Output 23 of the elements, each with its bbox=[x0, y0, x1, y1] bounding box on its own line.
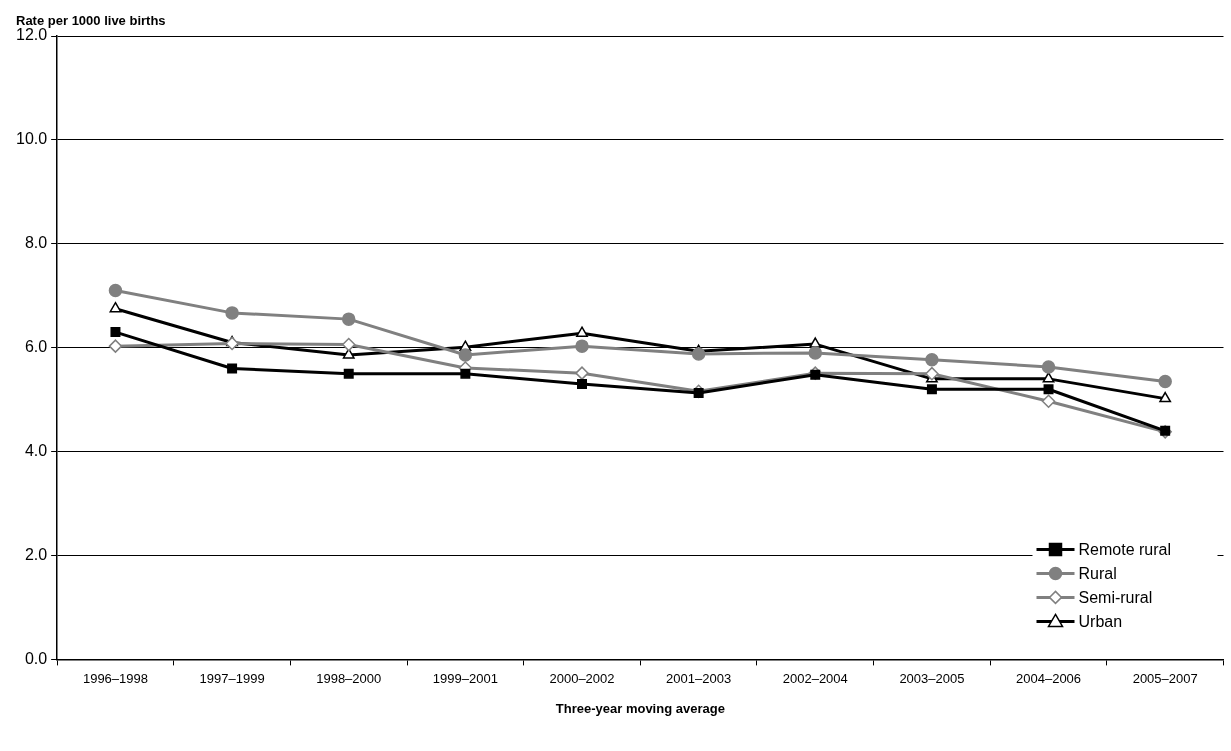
y-tick-label: 4.0 bbox=[24, 442, 48, 460]
x-tick-label: 1996–1998 bbox=[82, 670, 148, 686]
y-tick-label: 2.0 bbox=[24, 545, 48, 563]
y-axis-title: Rate per 1000 live births bbox=[16, 13, 166, 29]
x-tick-label: 2002–2004 bbox=[782, 670, 848, 686]
x-tick-label: 2005–2007 bbox=[1132, 670, 1198, 686]
x-tick-label: 1999–2001 bbox=[432, 670, 498, 686]
y-tick-label: 10.0 bbox=[16, 130, 48, 148]
legend-label: Rural bbox=[1078, 564, 1117, 582]
x-tick-label: 2004–2006 bbox=[1016, 670, 1082, 686]
legend-label: Remote rural bbox=[1078, 540, 1171, 558]
y-tick-label: 12.0 bbox=[16, 26, 48, 44]
legend-label: Semi-rural bbox=[1078, 588, 1153, 606]
x-tick-label: 2000–2002 bbox=[549, 670, 615, 686]
y-tick-label: 6.0 bbox=[24, 338, 48, 356]
legend-label: Urban bbox=[1078, 612, 1123, 630]
x-axis-title: Three-year moving average bbox=[555, 700, 725, 716]
x-tick-label: 2001–2003 bbox=[666, 670, 732, 686]
y-tick-label: 8.0 bbox=[24, 234, 48, 252]
x-tick-label: 1997–1999 bbox=[199, 670, 265, 686]
x-tick-label: 1998–2000 bbox=[316, 670, 382, 686]
y-tick-label: 0.0 bbox=[24, 649, 48, 667]
x-tick-label: 2003–2005 bbox=[899, 670, 965, 686]
